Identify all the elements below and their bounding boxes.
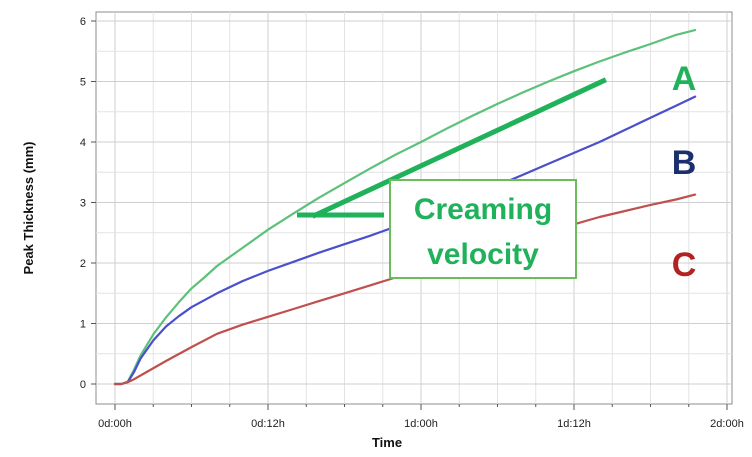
series-line-b — [113, 95, 697, 386]
y-axis-title: Peak Thickness (mm) — [21, 142, 36, 275]
callout: Creaming velocity — [297, 77, 607, 279]
callout-box — [389, 179, 577, 279]
y-tick-label: 3 — [80, 198, 86, 210]
x-tick-label: 2d:00h — [710, 418, 744, 430]
creaming-velocity-tangent-line — [311, 77, 607, 219]
y-tick-label: 5 — [80, 77, 86, 89]
y-axis-ticks: 0 1 2 3 4 5 6 — [80, 16, 96, 391]
x-tick-label: 1d:12h — [557, 418, 591, 430]
series-line-c — [113, 193, 697, 386]
x-tick-label: 0d:12h — [251, 418, 285, 430]
x-axis-ticks: 0d:00h 0d:12h 1d:00h 1d:12h 2d:00h — [98, 404, 744, 430]
y-tick-label: 1 — [80, 319, 86, 331]
series-label-c: C — [672, 246, 697, 284]
y-tick-label: 4 — [80, 137, 86, 149]
y-tick-label: 6 — [80, 16, 86, 28]
series-label-b: B — [672, 144, 697, 182]
series-lines — [113, 29, 697, 386]
x-tick-label: 1d:00h — [404, 418, 438, 430]
x-tick-label: 0d:00h — [98, 418, 132, 430]
y-tick-label: 0 — [80, 379, 86, 391]
series-label-a: A — [672, 60, 697, 98]
x-axis-title: Time — [372, 435, 402, 450]
callout-line-2: velocity — [427, 238, 539, 271]
y-tick-label: 2 — [80, 258, 86, 270]
callout-line-1: Creaming — [414, 193, 552, 226]
series-line-a — [113, 29, 697, 386]
